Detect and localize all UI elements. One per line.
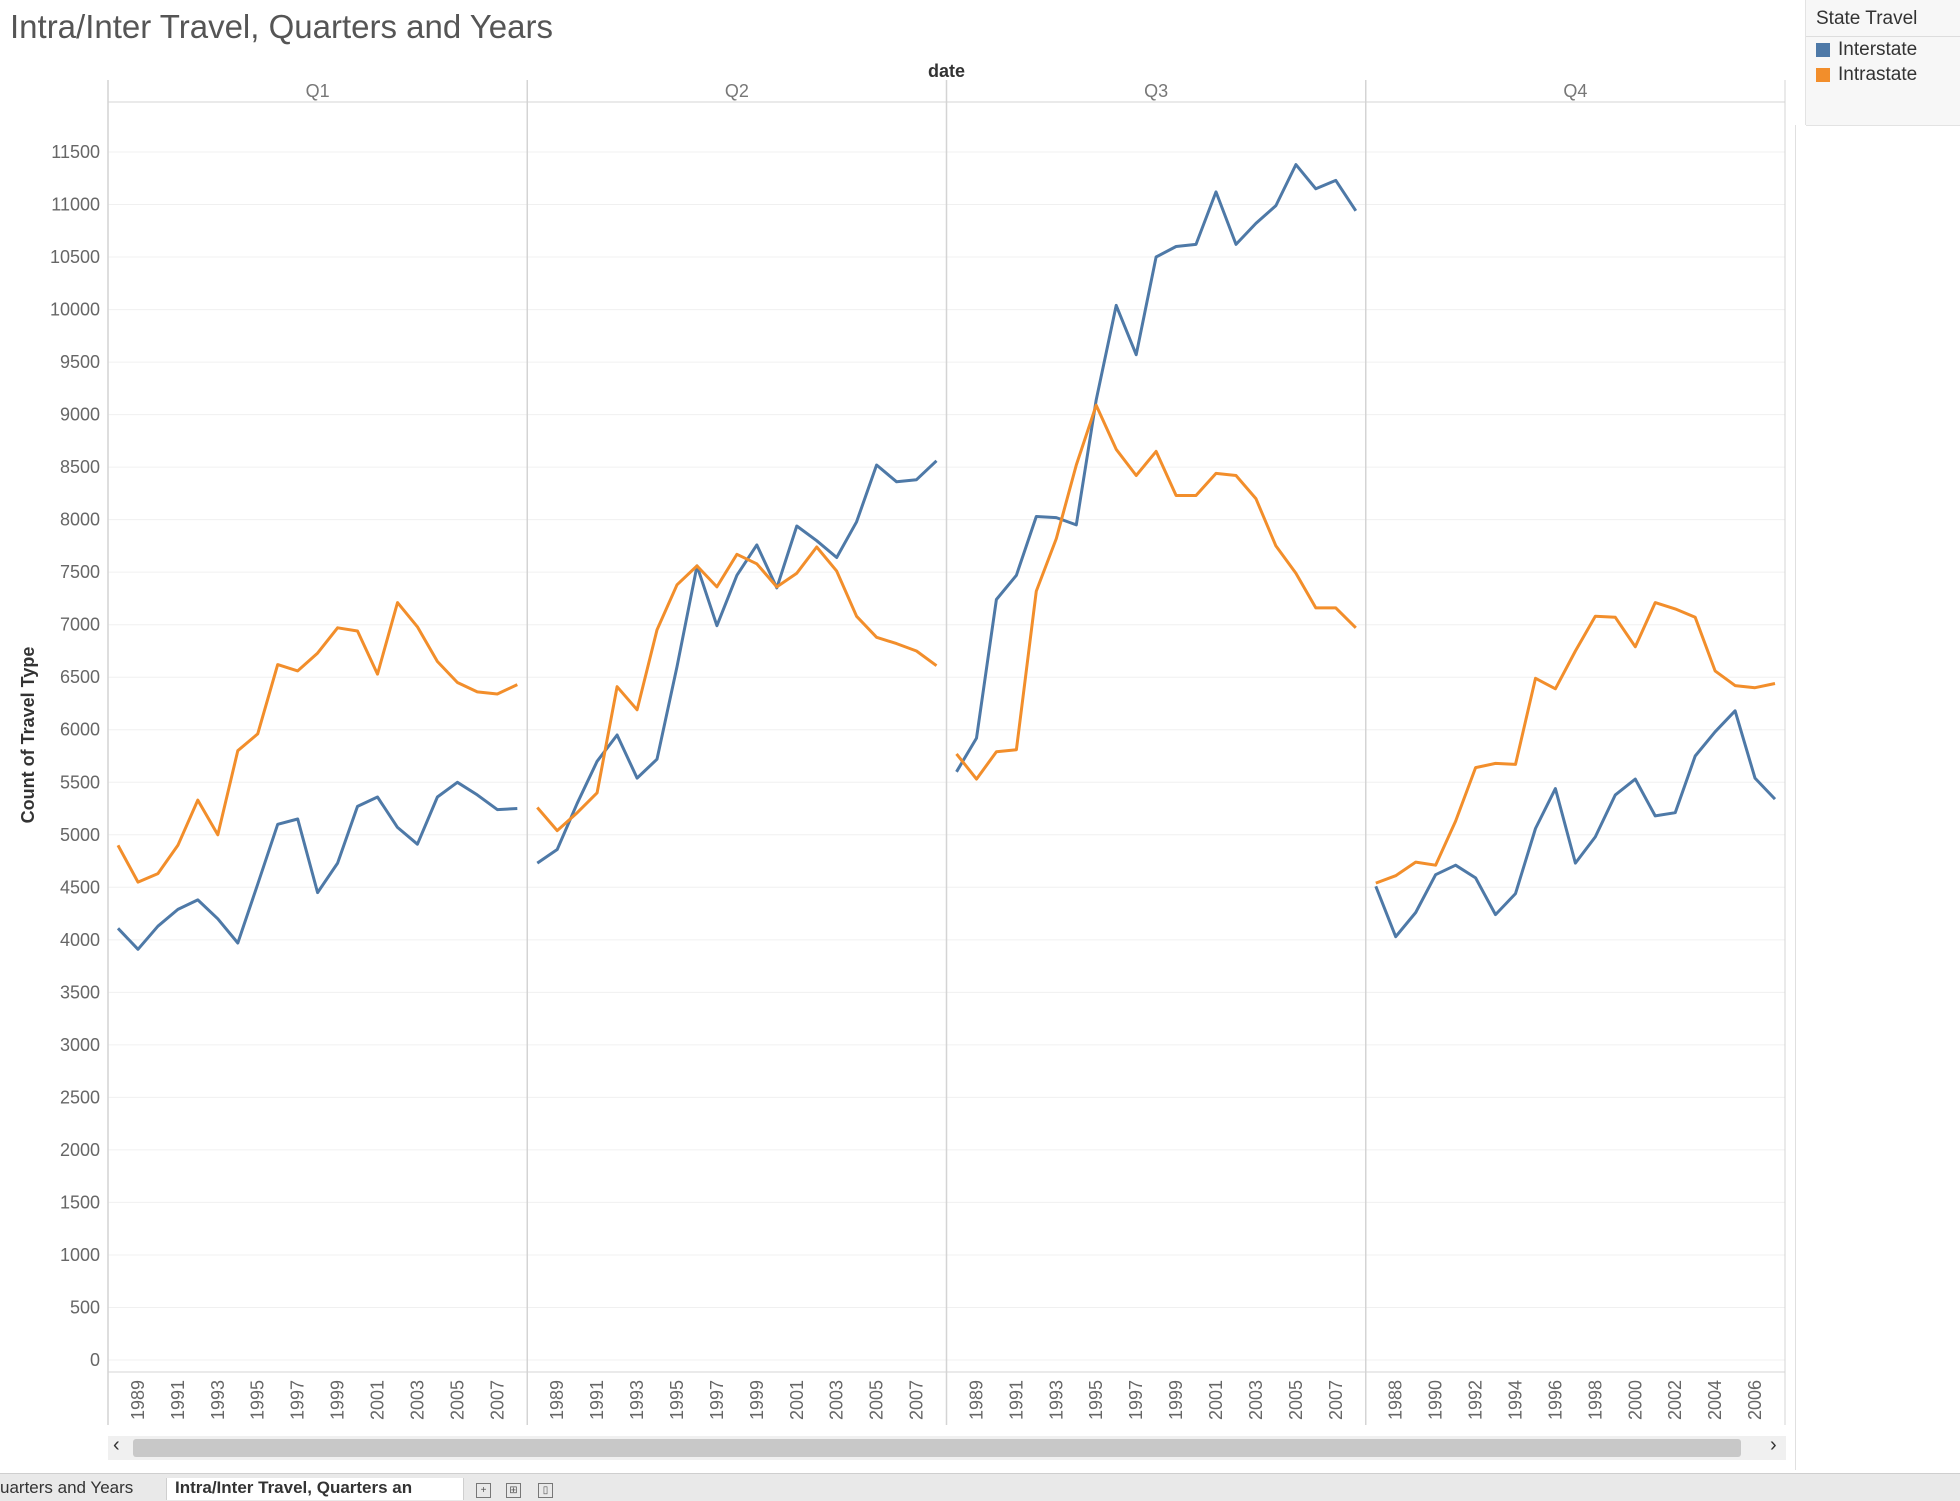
panel-header-q3: Q3: [1144, 81, 1168, 101]
y-tick-label: 3000: [60, 1035, 100, 1055]
y-tick-label: 10500: [50, 247, 100, 267]
series-line-intrastate-q3: [955, 403, 1357, 781]
x-tick-label: 1995: [248, 1380, 268, 1420]
y-tick-label: 3500: [60, 982, 100, 1002]
x-tick-label: 1993: [627, 1380, 647, 1420]
scroll-right-icon[interactable]: ›: [1770, 1434, 1777, 1456]
x-axis-title: date: [928, 61, 965, 81]
y-tick-label: 9500: [60, 352, 100, 372]
chart-area: date Count of Travel Type 0 500 1000 1500 2000…: [18, 61, 1786, 1425]
x-tick-label: 2007: [487, 1380, 507, 1420]
y-tick-label: 1500: [60, 1192, 100, 1212]
x-tick-label: 1988: [1386, 1380, 1406, 1420]
x-tick-label: 2003: [407, 1380, 427, 1420]
x-tick-label: 2000: [1625, 1380, 1645, 1420]
x-tick-label: 1989: [128, 1380, 148, 1420]
x-tick-label: 1996: [1545, 1380, 1565, 1420]
legend-item-intrastate[interactable]: Intrastate: [1806, 62, 1960, 87]
legend-label-interstate: Interstate: [1838, 38, 1918, 60]
y-tick-label: 7000: [60, 615, 100, 635]
x-tick-label: 1990: [1426, 1380, 1446, 1420]
sheet-tab-quarters-years[interactable]: uarters and Years: [0, 1478, 134, 1497]
x-tick-label: 2005: [1286, 1380, 1306, 1420]
y-tick-label: 11500: [51, 142, 100, 162]
new-worksheet-icon[interactable]: +: [476, 1483, 491, 1498]
y-tick-label: 2000: [60, 1140, 100, 1160]
x-tick-label: 1989: [966, 1380, 986, 1420]
y-tick-label: 1000: [60, 1245, 100, 1265]
sheet-tab-intra-inter[interactable]: Intra/Inter Travel, Quarters an: [166, 1478, 464, 1500]
new-story-icon[interactable]: ▯: [538, 1483, 553, 1498]
series-line-interstate-q1: [116, 780, 518, 951]
x-tick-label: 1993: [208, 1380, 228, 1420]
x-tick-label: 1999: [1166, 1380, 1186, 1420]
y-tick-label: 0: [90, 1350, 100, 1370]
x-tick-label: 2006: [1745, 1380, 1765, 1420]
x-tick-label: 1992: [1466, 1380, 1486, 1420]
y-tick-label: 500: [70, 1297, 100, 1317]
x-tick-label: 1995: [667, 1380, 687, 1420]
legend-swatch-intrastate: [1816, 67, 1830, 82]
panel-header-q2: Q2: [725, 81, 749, 101]
y-tick-label: 5500: [60, 772, 100, 792]
x-tick-label: 1998: [1585, 1380, 1605, 1420]
x-tick-label: 1997: [707, 1380, 727, 1420]
y-tick-label: 4000: [60, 930, 100, 950]
x-tick-label: 1989: [547, 1380, 567, 1420]
x-tick-label: 1991: [1006, 1380, 1026, 1420]
x-tick-label: 1999: [747, 1380, 767, 1420]
series-line-interstate-q4: [1374, 709, 1777, 939]
legend: State Travel Interstate Intrastate: [1805, 0, 1960, 126]
series-line-intrastate-q1: [116, 601, 518, 884]
y-axis-title: Count of Travel Type: [18, 647, 38, 824]
y-tick-label: 11000: [51, 195, 100, 215]
x-tick-label: 2003: [827, 1380, 847, 1420]
y-tick-label: 6000: [60, 720, 100, 740]
x-tick-label: 1997: [288, 1380, 308, 1420]
series-line-interstate-q2: [536, 459, 938, 865]
y-tick-label: 8000: [60, 510, 100, 530]
legend-title: State Travel: [1806, 0, 1960, 37]
y-tick-label: 4500: [60, 877, 100, 897]
y-tick-label: 9000: [60, 405, 100, 425]
scroll-left-icon[interactable]: ‹: [113, 1434, 120, 1456]
x-tick-label: 1995: [1086, 1380, 1106, 1420]
y-tick-label: 6500: [60, 667, 100, 687]
x-tick-label: 2005: [867, 1380, 887, 1420]
series-line-intrastate-q4: [1375, 601, 1776, 885]
x-tick-label: 2005: [447, 1380, 467, 1420]
x-tick-label: 2001: [787, 1380, 807, 1420]
x-tick-label: 2007: [1326, 1380, 1346, 1420]
x-tick-label: 1993: [1046, 1380, 1066, 1420]
x-tick-label: 1997: [1126, 1380, 1146, 1420]
x-tick-label: 2007: [907, 1380, 927, 1420]
x-tick-label: 1991: [587, 1380, 607, 1420]
chart-title: Intra/Inter Travel, Quarters and Years: [10, 8, 553, 45]
x-tick-label: 2001: [1206, 1380, 1226, 1420]
panel-header-q1: Q1: [306, 81, 330, 101]
x-tick-label: 2002: [1665, 1380, 1685, 1420]
x-tick-label: 2004: [1705, 1380, 1725, 1420]
new-dashboard-icon[interactable]: ⊞: [506, 1483, 521, 1498]
legend-item-interstate[interactable]: Interstate: [1806, 37, 1960, 62]
scrollbar-thumb[interactable]: [133, 1439, 1741, 1457]
x-tick-label: 2003: [1246, 1380, 1266, 1420]
panel-header-q4: Q4: [1563, 81, 1587, 101]
x-tick-label: 1994: [1505, 1380, 1525, 1420]
y-tick-label: 10000: [50, 300, 100, 320]
y-tick-label: 8500: [60, 457, 100, 477]
legend-label-intrastate: Intrastate: [1838, 63, 1918, 85]
x-tick-label: 1999: [328, 1380, 348, 1420]
x-tick-label: 2001: [368, 1380, 388, 1420]
series-line-interstate-q3: [955, 163, 1358, 773]
side-panel-divider: [1795, 125, 1806, 1470]
legend-swatch-interstate: [1816, 42, 1830, 57]
x-tick-label: 1991: [168, 1380, 188, 1420]
series-line-intrastate-q2: [536, 545, 938, 833]
y-tick-label: 7500: [60, 562, 100, 582]
y-tick-label: 2500: [60, 1087, 100, 1107]
y-tick-label: 5000: [60, 825, 100, 845]
